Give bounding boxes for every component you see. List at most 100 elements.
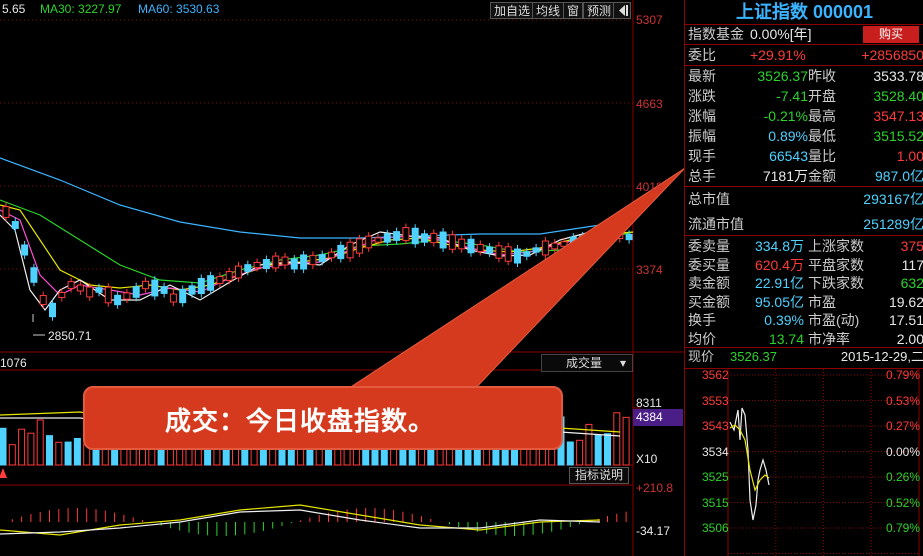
quote-row: 现手 66543 量比 1.00	[688, 146, 923, 166]
candle-body	[355, 238, 363, 254]
stat-label: 上涨家数	[808, 238, 864, 254]
quote-row: 振幅 0.89% 最低 3515.52	[688, 126, 923, 146]
stat-row: 买金额 95.05亿 市盈 19.62	[688, 292, 923, 312]
buy-button[interactable]: 购买	[863, 26, 919, 43]
candle-body	[346, 241, 354, 259]
stat-row: 卖金额 22.91亿 下跌家数 632	[688, 273, 923, 293]
mini-left-axis-label: 3534	[702, 444, 729, 459]
quote-value: 0.89%	[768, 128, 808, 144]
stat-label: 市盈(动)	[808, 312, 860, 328]
candle-body	[281, 256, 289, 266]
candle-body	[262, 259, 270, 269]
volume-bar	[36, 419, 44, 466]
stat-label: 委买量	[688, 256, 730, 273]
mini-right-axis-label: 0.27%	[885, 419, 920, 433]
chevron-down-icon: ▾	[619, 356, 626, 370]
quote-label: 开盘	[808, 88, 836, 104]
quote-value: 3526.37	[757, 68, 808, 84]
candle-body	[169, 293, 177, 303]
candle-body	[532, 247, 540, 253]
candle-body	[411, 227, 419, 245]
float-mv-label: 流通市值	[688, 216, 744, 232]
quote-value: 3547.13	[873, 108, 923, 124]
fund-label: 指数基金	[688, 26, 744, 42]
candle-body	[123, 292, 131, 300]
candle-body	[448, 234, 456, 250]
quote-label: 最新	[688, 68, 716, 84]
stat-label: 卖金额	[688, 275, 730, 291]
candle-body	[318, 254, 326, 262]
collapse-panel-icon[interactable]	[613, 2, 631, 19]
window-button[interactable]: 窗	[563, 2, 584, 19]
candle-body	[142, 280, 149, 290]
candle-body	[486, 246, 494, 254]
candle-body	[337, 244, 345, 260]
total-mv-value: 293167亿	[863, 191, 923, 207]
quote-label: 最低	[808, 128, 836, 144]
mini-left-axis-label: 3515	[702, 495, 729, 510]
candle-body	[421, 233, 428, 243]
stat-value: 19.62	[888, 293, 923, 310]
quote-value: 1.00	[896, 148, 923, 164]
volume-bar	[594, 434, 602, 466]
quote-value: 7181万	[762, 168, 808, 184]
volume-selector-label: 成交量	[566, 356, 603, 370]
tutorial-callout: 成交：今日收盘指数。	[83, 386, 563, 450]
indicator-axis-top: +210.8	[636, 481, 674, 495]
volume-axis-highlight: 4384	[633, 409, 683, 426]
index-fund-row: 指数基金 0.00%[年]	[688, 24, 811, 44]
up-arrow-icon	[0, 468, 7, 478]
ma10-line	[0, 209, 621, 296]
stat-value: 95.05亿	[754, 293, 804, 310]
candle-body	[328, 251, 335, 259]
fund-value: 0.00%[年]	[750, 26, 812, 42]
stat-label: 市盈	[808, 293, 836, 310]
float-mv-value: 251289亿	[863, 216, 923, 232]
forecast-button[interactable]: 预测	[583, 2, 616, 19]
candle-body	[235, 265, 242, 279]
volume-axis-top: 8311	[636, 396, 662, 410]
quote-label: 涨幅	[688, 108, 716, 124]
candle-body	[253, 261, 261, 269]
candle-body	[551, 242, 559, 250]
mini-right-axis-label: 0.00%	[885, 444, 920, 459]
candle-body	[2, 206, 10, 218]
add-watchlist-button[interactable]: 加自选	[490, 2, 535, 19]
indicator-axis-bottom: -34.17	[636, 524, 671, 538]
macd-dif-line	[0, 509, 601, 535]
candle-body	[67, 281, 75, 289]
stat-value: 2.00	[896, 330, 923, 347]
price-axis-label: 3374	[636, 263, 663, 277]
quote-value: 987.0亿	[874, 168, 923, 184]
quote-label: 最高	[808, 108, 836, 124]
volume-bar	[55, 441, 63, 466]
stat-label: 均价	[688, 330, 716, 347]
mini-left-axis-label: 3525	[702, 470, 729, 484]
mini-right-axis-label: 0.53%	[885, 393, 920, 408]
volume-bar	[8, 444, 16, 466]
indicator-help-button[interactable]: 指标说明	[569, 467, 629, 484]
weibi-row: 委比 +29.91% +2856850	[688, 45, 923, 65]
price-axis-label: 4018	[636, 180, 663, 194]
callout-text: 成交：今日收盘指数。	[165, 406, 436, 436]
ma-button[interactable]: 均线	[532, 2, 565, 19]
stat-row: 换手 0.39% 市盈(动) 17.51	[688, 310, 923, 330]
quote-label: 现手	[688, 148, 716, 164]
now-price-row: 现价 3526.37 2015-12-29,二	[688, 347, 923, 367]
mini-right-axis-label: 0.26%	[885, 470, 920, 484]
weibi-label: 委比	[688, 47, 716, 63]
mini-left-axis-label: 3543	[702, 419, 729, 433]
candle-body	[132, 286, 140, 298]
volume-bar	[18, 428, 26, 466]
stat-label: 买金额	[688, 293, 730, 310]
stat-row: 委买量 620.4万 平盘家数 117	[688, 255, 923, 275]
candle-body	[579, 235, 587, 245]
quote-row: 总手 7181万 金额 987.0亿	[688, 166, 923, 186]
candle-body	[207, 275, 215, 291]
candle-body	[114, 294, 122, 306]
candle-body	[225, 271, 233, 281]
total-market-value-row: 总市值 293167亿	[688, 189, 923, 209]
stat-label: 下跌家数	[808, 275, 864, 291]
volume-bar	[622, 416, 630, 466]
volume-selector[interactable]: 成交量 ▾	[541, 354, 633, 372]
